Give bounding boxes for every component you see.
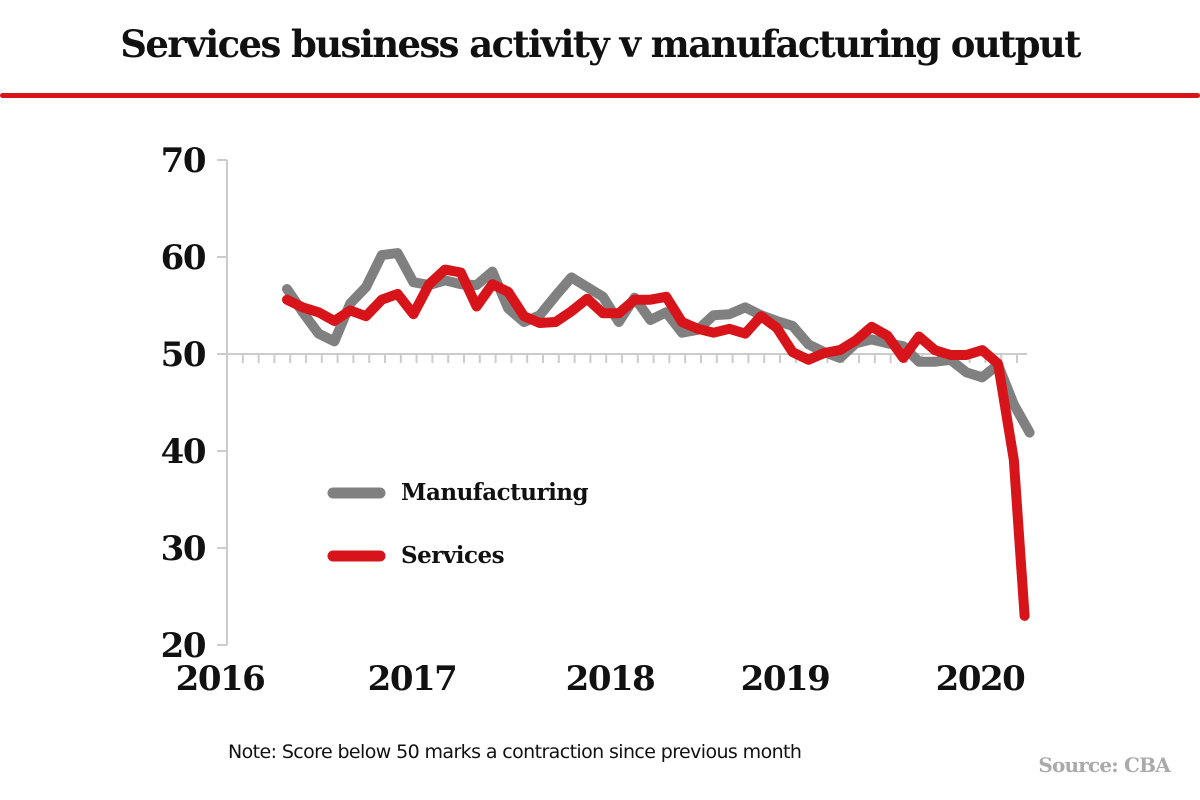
title-rule (0, 93, 1200, 98)
series-lines (282, 248, 1035, 621)
chart-title: Services business activity v manufacturi… (120, 22, 1081, 66)
x-tick-label: 2020 (936, 659, 1025, 699)
series-line-services (282, 264, 1030, 621)
y-tick-label: 50 (161, 335, 206, 375)
y-tick-label: 30 (161, 529, 206, 569)
legend: Manufacturing Services (327, 479, 589, 569)
source-credit: Source: CBA (1038, 753, 1170, 777)
y-tick-label: 60 (161, 238, 206, 278)
y-tick-label: 70 (161, 141, 206, 181)
legend-label-services: Services (401, 542, 504, 569)
x-axis-ticks: 2016 2017 2018 2019 2020 (176, 659, 1027, 699)
y-axis-ticks: 70 60 50 40 30 20 (161, 141, 227, 666)
axes (217, 160, 1027, 645)
x-tick-label: 2017 (368, 659, 457, 699)
x-tick-label: 2018 (566, 659, 655, 699)
x-tick-label: 2019 (741, 659, 830, 699)
legend-label-manufacturing: Manufacturing (401, 479, 589, 506)
x-tick-label: 2016 (176, 659, 265, 699)
footnote: Note: Score below 50 marks a contraction… (228, 741, 802, 763)
y-tick-label: 40 (161, 432, 206, 472)
y-tick-label: 20 (161, 626, 206, 666)
